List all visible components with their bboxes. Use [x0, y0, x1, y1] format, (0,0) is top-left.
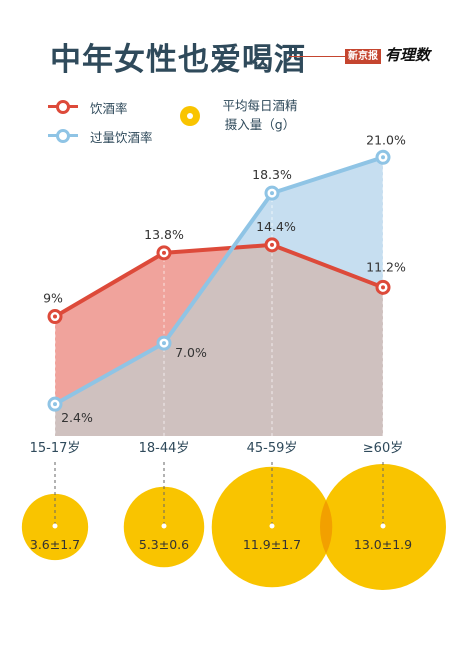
chart-bubbles: 3.6±1.7 5.3±0.6 11.9±1.7 13.0±1.9 — [21, 462, 446, 590]
chart-x-axis: 15-17岁 18-44岁 45-59岁 ≥60岁 — [30, 441, 404, 456]
x-tick-label: 18-44岁 — [139, 441, 190, 456]
legend-label-excessive: 过量饮酒率 — [90, 130, 153, 145]
legend-label-alcohol-line2: 摄入量（g） — [224, 117, 296, 132]
drinking-point-center — [270, 242, 274, 247]
brand-divider — [289, 56, 345, 57]
bubble-center-dot — [380, 523, 386, 529]
excessive-line — [54, 155, 384, 406]
chart-value-labels: 9% 13.8% 14.4% 11.2% 2.4% 7.0% 18.3% 21.0% — [43, 132, 406, 425]
legend-dot-drinking-icon — [56, 100, 70, 114]
excessive-label: 2.4% — [61, 410, 93, 425]
drinking-point-center — [381, 285, 385, 290]
drinking-label: 14.4% — [256, 219, 296, 234]
legend-label-alcohol-line1: 平均每日酒精 — [222, 98, 298, 113]
excessive-point-center — [270, 191, 274, 196]
drinking-label: 11.2% — [366, 259, 406, 274]
page-title: 中年女性也爱喝酒 — [50, 42, 306, 78]
base-area — [55, 244, 383, 436]
legend-dot-excessive-icon — [56, 129, 70, 143]
bubble-label: 13.0±1.9 — [354, 537, 412, 552]
bubble-center-dot — [269, 523, 275, 529]
brand-column-logo: 有理数 — [385, 46, 431, 64]
drinking-line — [53, 242, 384, 319]
chart-areas — [54, 157, 384, 437]
bubble-label: 5.3±0.6 — [139, 537, 189, 552]
chart-lines — [47, 149, 391, 412]
excessive-label: 21.0% — [366, 132, 406, 147]
x-tick-label: 15-17岁 — [30, 441, 81, 456]
excessive-point-center — [53, 402, 57, 407]
brand-outlet-logo: 新京报 — [345, 49, 381, 64]
drinking-point-center — [162, 250, 166, 255]
bubble-center-dot — [52, 523, 58, 529]
excessive-point-center — [162, 341, 166, 346]
drinking-label: 13.8% — [144, 227, 184, 242]
bubble-center-dot — [161, 523, 167, 529]
drinking-label: 9% — [43, 291, 63, 306]
x-tick-label: 45-59岁 — [247, 441, 298, 456]
bubble-overlap — [320, 500, 333, 554]
x-tick-label: ≥60岁 — [363, 441, 403, 456]
legend-label-drinking: 饮酒率 — [90, 101, 128, 116]
legend-alcohol-circle-icon — [180, 106, 200, 126]
bubble-label: 3.6±1.7 — [30, 537, 80, 552]
drinking-point-center — [53, 314, 57, 319]
excessive-label: 18.3% — [252, 167, 292, 182]
excessive-point-center — [381, 155, 385, 160]
excessive-label: 7.0% — [175, 345, 207, 360]
bubble-label: 11.9±1.7 — [243, 537, 301, 552]
